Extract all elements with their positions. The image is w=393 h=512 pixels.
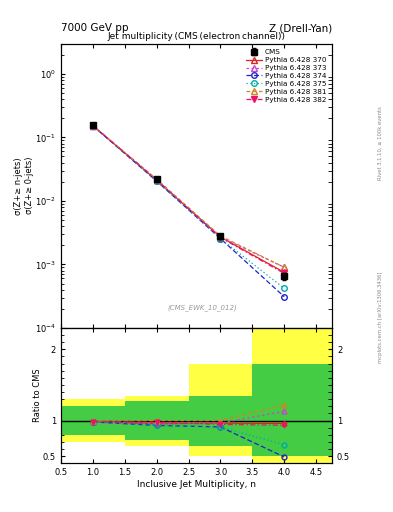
Text: (CMS_EWK_10_012): (CMS_EWK_10_012) [167, 304, 237, 311]
Pythia 6.428 370 [154, 177, 159, 183]
Pythia 6.428 382 [218, 234, 223, 241]
Line: Pythia 6.428 382: Pythia 6.428 382 [90, 123, 287, 276]
Pythia 6.428 381 [154, 176, 159, 182]
Pythia 6.428 382 [282, 270, 286, 276]
Pythia 6.428 373 [282, 264, 286, 270]
Text: Z (Drell-Yan): Z (Drell-Yan) [269, 23, 332, 33]
Pythia 6.428 374 [154, 178, 159, 184]
Text: 7000 GeV pp: 7000 GeV pp [61, 23, 129, 33]
Pythia 6.428 375 [218, 236, 223, 242]
Pythia 6.428 381 [90, 122, 95, 129]
Pythia 6.428 374 [282, 294, 286, 300]
Text: mcplots.cern.ch [arXiv:1306.3436]: mcplots.cern.ch [arXiv:1306.3436] [378, 272, 383, 363]
Pythia 6.428 370 [282, 269, 286, 275]
Pythia 6.428 382 [154, 177, 159, 183]
Pythia 6.428 381 [218, 233, 223, 239]
Pythia 6.428 375 [90, 123, 95, 129]
Pythia 6.428 375 [282, 285, 286, 291]
Pythia 6.428 382 [90, 122, 95, 129]
X-axis label: Inclusive Jet Multiplicity, n: Inclusive Jet Multiplicity, n [137, 480, 256, 489]
Pythia 6.428 373 [90, 122, 95, 129]
Line: Pythia 6.428 373: Pythia 6.428 373 [90, 123, 287, 270]
Pythia 6.428 374 [90, 123, 95, 129]
Text: Rivet 3.1.10, ≥ 100k events: Rivet 3.1.10, ≥ 100k events [378, 106, 383, 180]
Pythia 6.428 381 [282, 264, 286, 270]
Pythia 6.428 370 [90, 122, 95, 129]
Line: Pythia 6.428 375: Pythia 6.428 375 [90, 123, 287, 291]
Y-axis label: σ(Z+≥ n-jets)
σ(Z+≥ 0-jets): σ(Z+≥ n-jets) σ(Z+≥ 0-jets) [14, 157, 33, 215]
Line: Pythia 6.428 374: Pythia 6.428 374 [90, 123, 287, 300]
Y-axis label: Ratio to CMS: Ratio to CMS [33, 369, 42, 422]
Pythia 6.428 370 [218, 234, 223, 240]
Legend: CMS, Pythia 6.428 370, Pythia 6.428 373, Pythia 6.428 374, Pythia 6.428 375, Pyt: CMS, Pythia 6.428 370, Pythia 6.428 373,… [244, 47, 329, 104]
Line: Pythia 6.428 370: Pythia 6.428 370 [90, 123, 287, 275]
Pythia 6.428 374 [218, 236, 223, 242]
Pythia 6.428 373 [154, 177, 159, 183]
Pythia 6.428 373 [218, 234, 223, 240]
Title: Jet multiplicity (CMS (electron channel)): Jet multiplicity (CMS (electron channel)… [108, 32, 285, 41]
Pythia 6.428 375 [154, 178, 159, 184]
Line: Pythia 6.428 381: Pythia 6.428 381 [90, 123, 287, 270]
